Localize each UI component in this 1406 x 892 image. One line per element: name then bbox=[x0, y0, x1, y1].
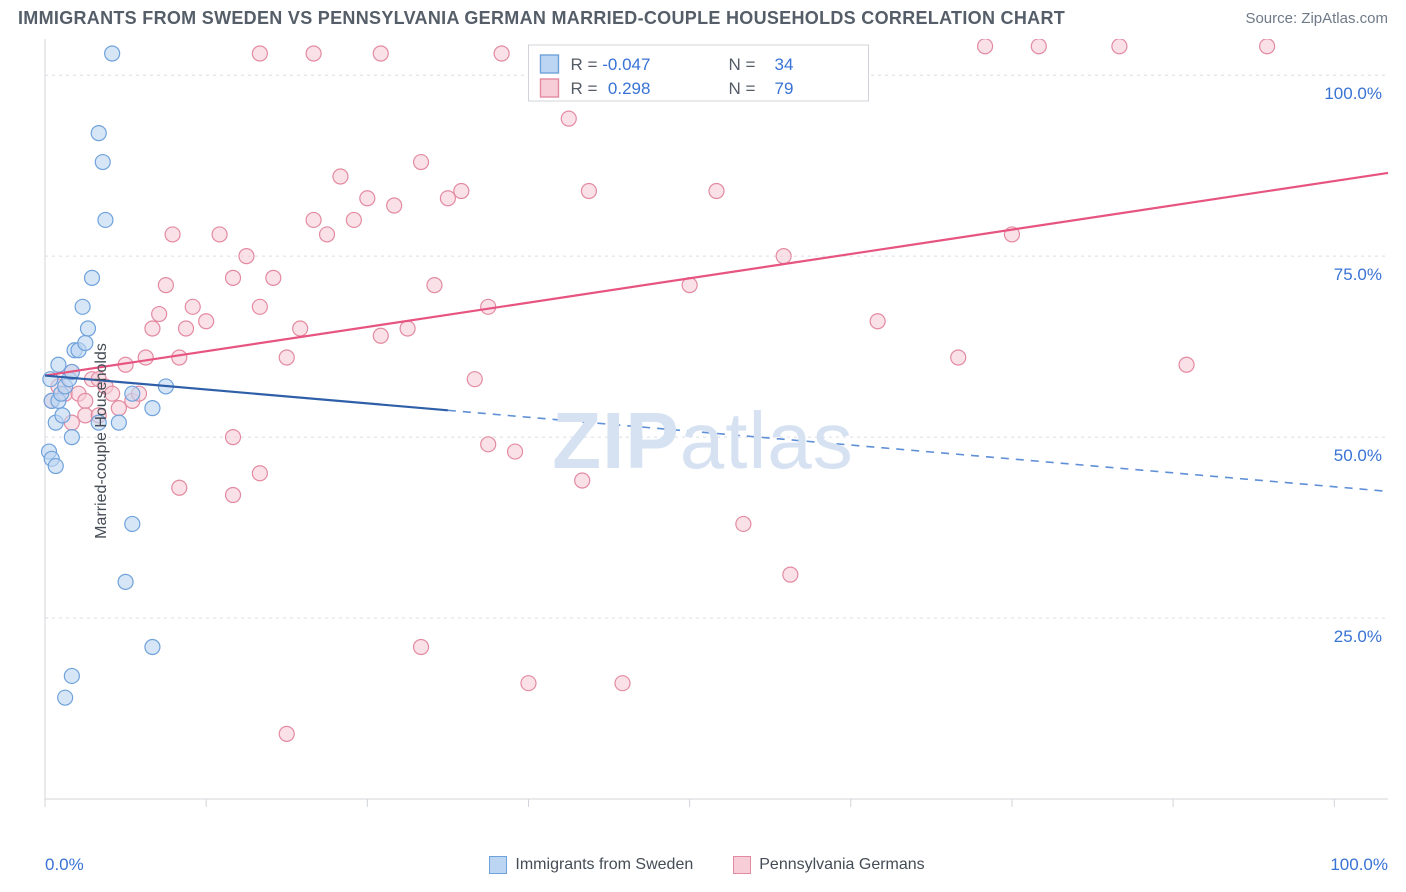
legend-item-sweden: Immigrants from Sweden bbox=[489, 856, 693, 874]
scatter-plot-svg: 25.0% 50.0% 75.0% 100.0% R = -0.047 N = 34 R = 0.… bbox=[0, 39, 1406, 843]
x-axis-min-label: 0.0% bbox=[45, 855, 84, 875]
svg-text:25.0%: 25.0% bbox=[1334, 627, 1382, 646]
bottom-legend: Immigrants from Sweden Pennsylvania Germ… bbox=[489, 856, 924, 874]
y-axis-label: Married-couple Households bbox=[93, 343, 111, 539]
svg-text:79: 79 bbox=[775, 79, 794, 98]
source-label: Source: ZipAtlas.com bbox=[1245, 10, 1388, 27]
svg-text:R =: R = bbox=[570, 79, 597, 98]
legend-label-sweden: Immigrants from Sweden bbox=[515, 856, 693, 874]
svg-text:-0.047: -0.047 bbox=[602, 55, 650, 74]
svg-text:N =: N = bbox=[728, 79, 755, 98]
legend-label-pagerman: Pennsylvania Germans bbox=[759, 856, 924, 874]
legend-item-pagerman: Pennsylvania Germans bbox=[733, 856, 924, 874]
chart-area: Married-couple Households ZIPatlas 25.0%… bbox=[0, 39, 1406, 843]
x-axis-row: 0.0% Immigrants from Sweden Pennsylvania… bbox=[0, 843, 1406, 883]
svg-text:34: 34 bbox=[775, 55, 794, 74]
svg-text:75.0%: 75.0% bbox=[1334, 265, 1382, 284]
svg-text:R =: R = bbox=[570, 55, 597, 74]
svg-text:50.0%: 50.0% bbox=[1334, 446, 1382, 465]
chart-title: IMMIGRANTS FROM SWEDEN VS PENNSYLVANIA G… bbox=[18, 8, 1065, 29]
header: IMMIGRANTS FROM SWEDEN VS PENNSYLVANIA G… bbox=[0, 0, 1406, 39]
legend-swatch-pagerman bbox=[733, 856, 751, 874]
x-axis-max-label: 100.0% bbox=[1330, 855, 1388, 875]
svg-text:N =: N = bbox=[728, 55, 755, 74]
legend-swatch-sweden bbox=[489, 856, 507, 874]
svg-text:100.0%: 100.0% bbox=[1324, 84, 1382, 103]
svg-text:0.298: 0.298 bbox=[608, 79, 651, 98]
